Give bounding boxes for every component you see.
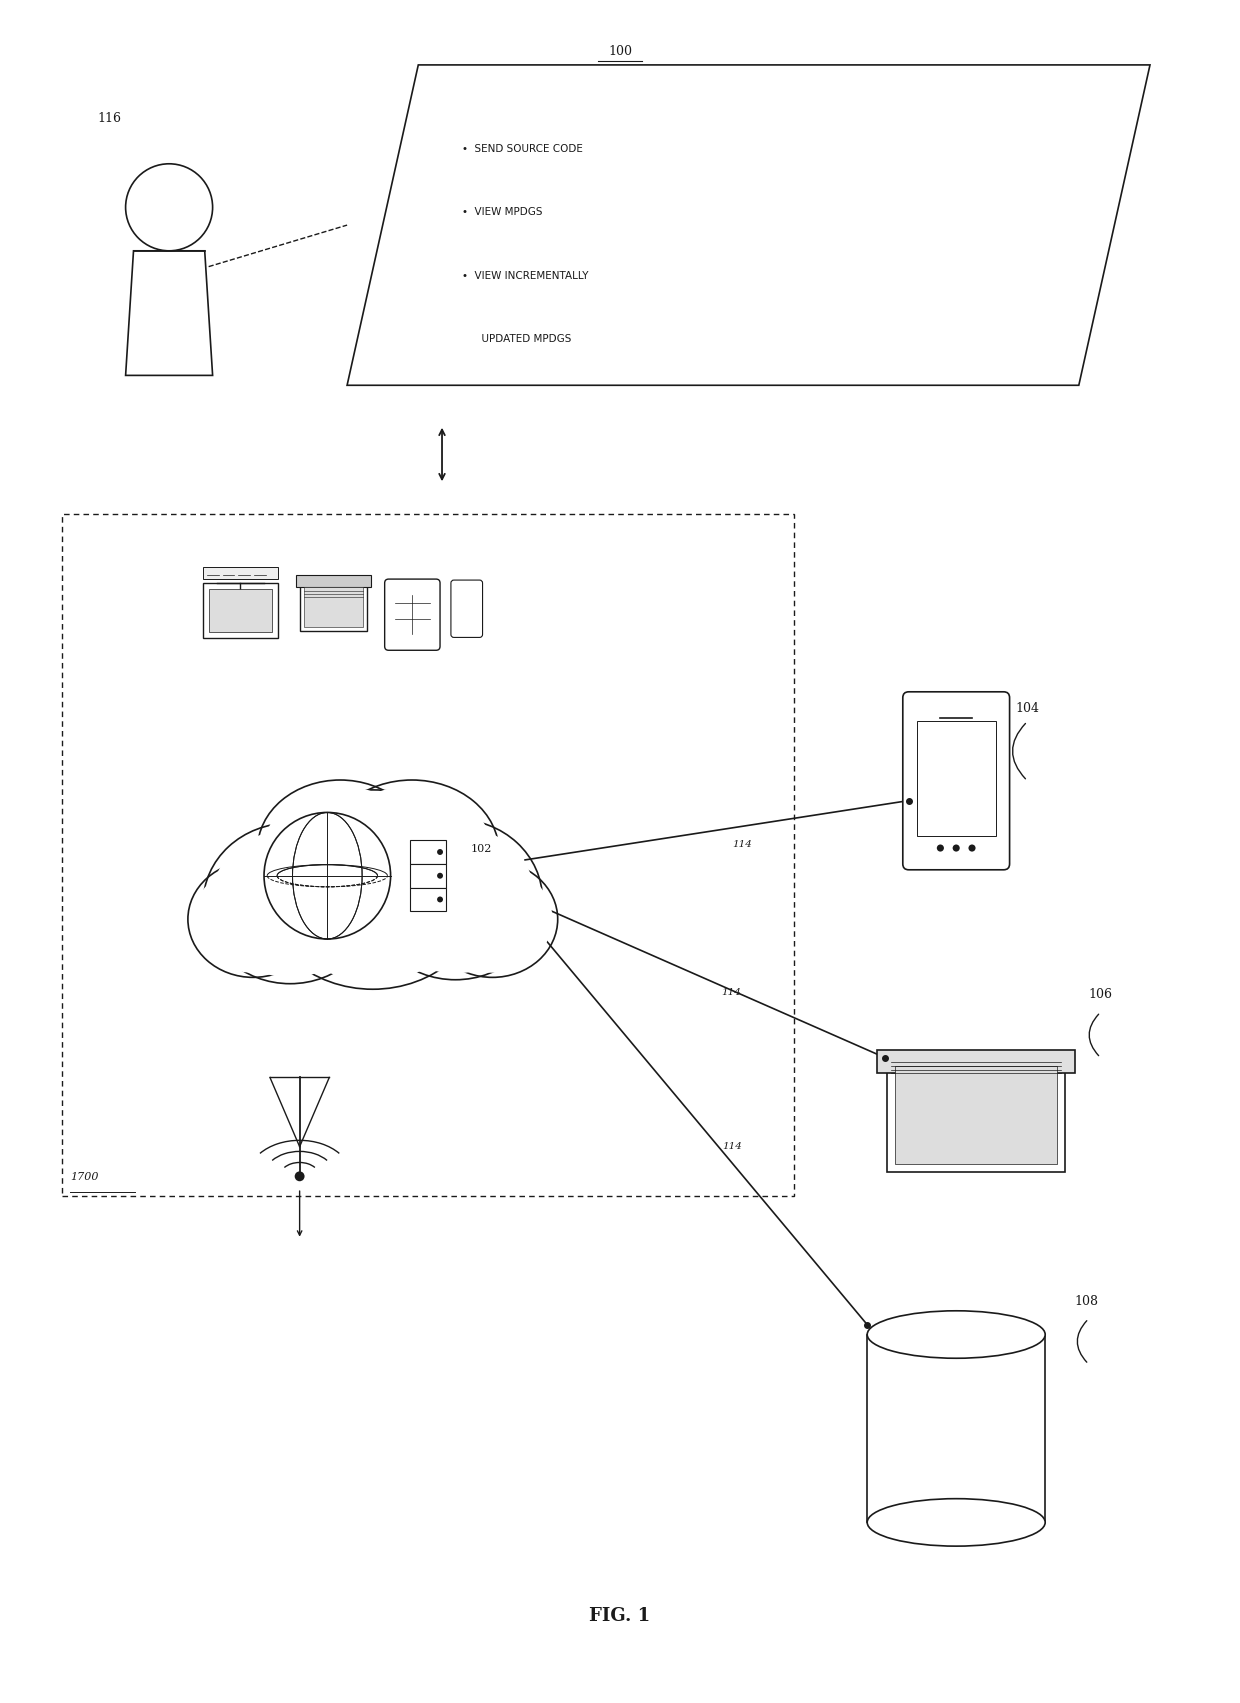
- FancyBboxPatch shape: [903, 691, 1009, 870]
- Circle shape: [952, 845, 960, 852]
- Circle shape: [436, 896, 443, 903]
- FancyBboxPatch shape: [895, 1066, 1056, 1165]
- Text: •  SEND SOURCE CODE: • SEND SOURCE CODE: [461, 145, 583, 153]
- Text: 114: 114: [722, 1141, 742, 1151]
- Ellipse shape: [193, 865, 314, 972]
- Ellipse shape: [428, 862, 558, 978]
- Ellipse shape: [264, 785, 417, 913]
- Text: 106: 106: [1089, 988, 1112, 1001]
- Text: 104: 104: [1016, 702, 1039, 715]
- Ellipse shape: [325, 780, 498, 925]
- Text: •  VIEW MPDGS: • VIEW MPDGS: [461, 208, 542, 218]
- FancyBboxPatch shape: [410, 887, 446, 911]
- FancyBboxPatch shape: [877, 1049, 1075, 1073]
- Ellipse shape: [188, 862, 319, 978]
- FancyBboxPatch shape: [202, 582, 278, 639]
- Circle shape: [436, 850, 443, 855]
- Text: FIG. 1: FIG. 1: [589, 1608, 651, 1625]
- Text: •  VIEW INCREMENTALLY: • VIEW INCREMENTALLY: [461, 271, 588, 281]
- Text: 116: 116: [98, 112, 122, 126]
- Ellipse shape: [203, 823, 377, 984]
- Ellipse shape: [332, 785, 492, 918]
- FancyBboxPatch shape: [384, 579, 440, 651]
- FancyBboxPatch shape: [451, 581, 482, 637]
- FancyBboxPatch shape: [887, 1058, 1065, 1172]
- FancyBboxPatch shape: [208, 589, 272, 632]
- Circle shape: [968, 845, 976, 852]
- Text: 114: 114: [720, 988, 740, 998]
- FancyBboxPatch shape: [410, 863, 446, 887]
- Circle shape: [436, 872, 443, 879]
- Text: 108: 108: [1075, 1294, 1099, 1308]
- Ellipse shape: [376, 826, 536, 974]
- Text: 1700: 1700: [71, 1172, 99, 1182]
- Ellipse shape: [210, 829, 371, 978]
- Text: UPDATED MPDGS: UPDATED MPDGS: [461, 334, 572, 344]
- Ellipse shape: [269, 799, 477, 981]
- Ellipse shape: [433, 865, 553, 972]
- Circle shape: [295, 1172, 305, 1182]
- Ellipse shape: [368, 819, 542, 979]
- FancyBboxPatch shape: [916, 722, 996, 836]
- Circle shape: [125, 163, 212, 250]
- Polygon shape: [125, 250, 212, 375]
- FancyBboxPatch shape: [295, 576, 371, 588]
- Ellipse shape: [867, 1311, 1045, 1359]
- FancyBboxPatch shape: [867, 1335, 1045, 1522]
- Circle shape: [264, 812, 391, 938]
- Circle shape: [936, 845, 944, 852]
- Text: 102: 102: [471, 845, 492, 855]
- Polygon shape: [347, 65, 1149, 385]
- FancyBboxPatch shape: [202, 567, 278, 579]
- FancyBboxPatch shape: [410, 840, 446, 863]
- Ellipse shape: [867, 1499, 1045, 1546]
- FancyBboxPatch shape: [304, 588, 363, 627]
- Text: 100: 100: [608, 46, 632, 58]
- Ellipse shape: [258, 780, 423, 918]
- Ellipse shape: [259, 790, 486, 989]
- Text: 114: 114: [733, 840, 753, 850]
- FancyBboxPatch shape: [300, 582, 367, 630]
